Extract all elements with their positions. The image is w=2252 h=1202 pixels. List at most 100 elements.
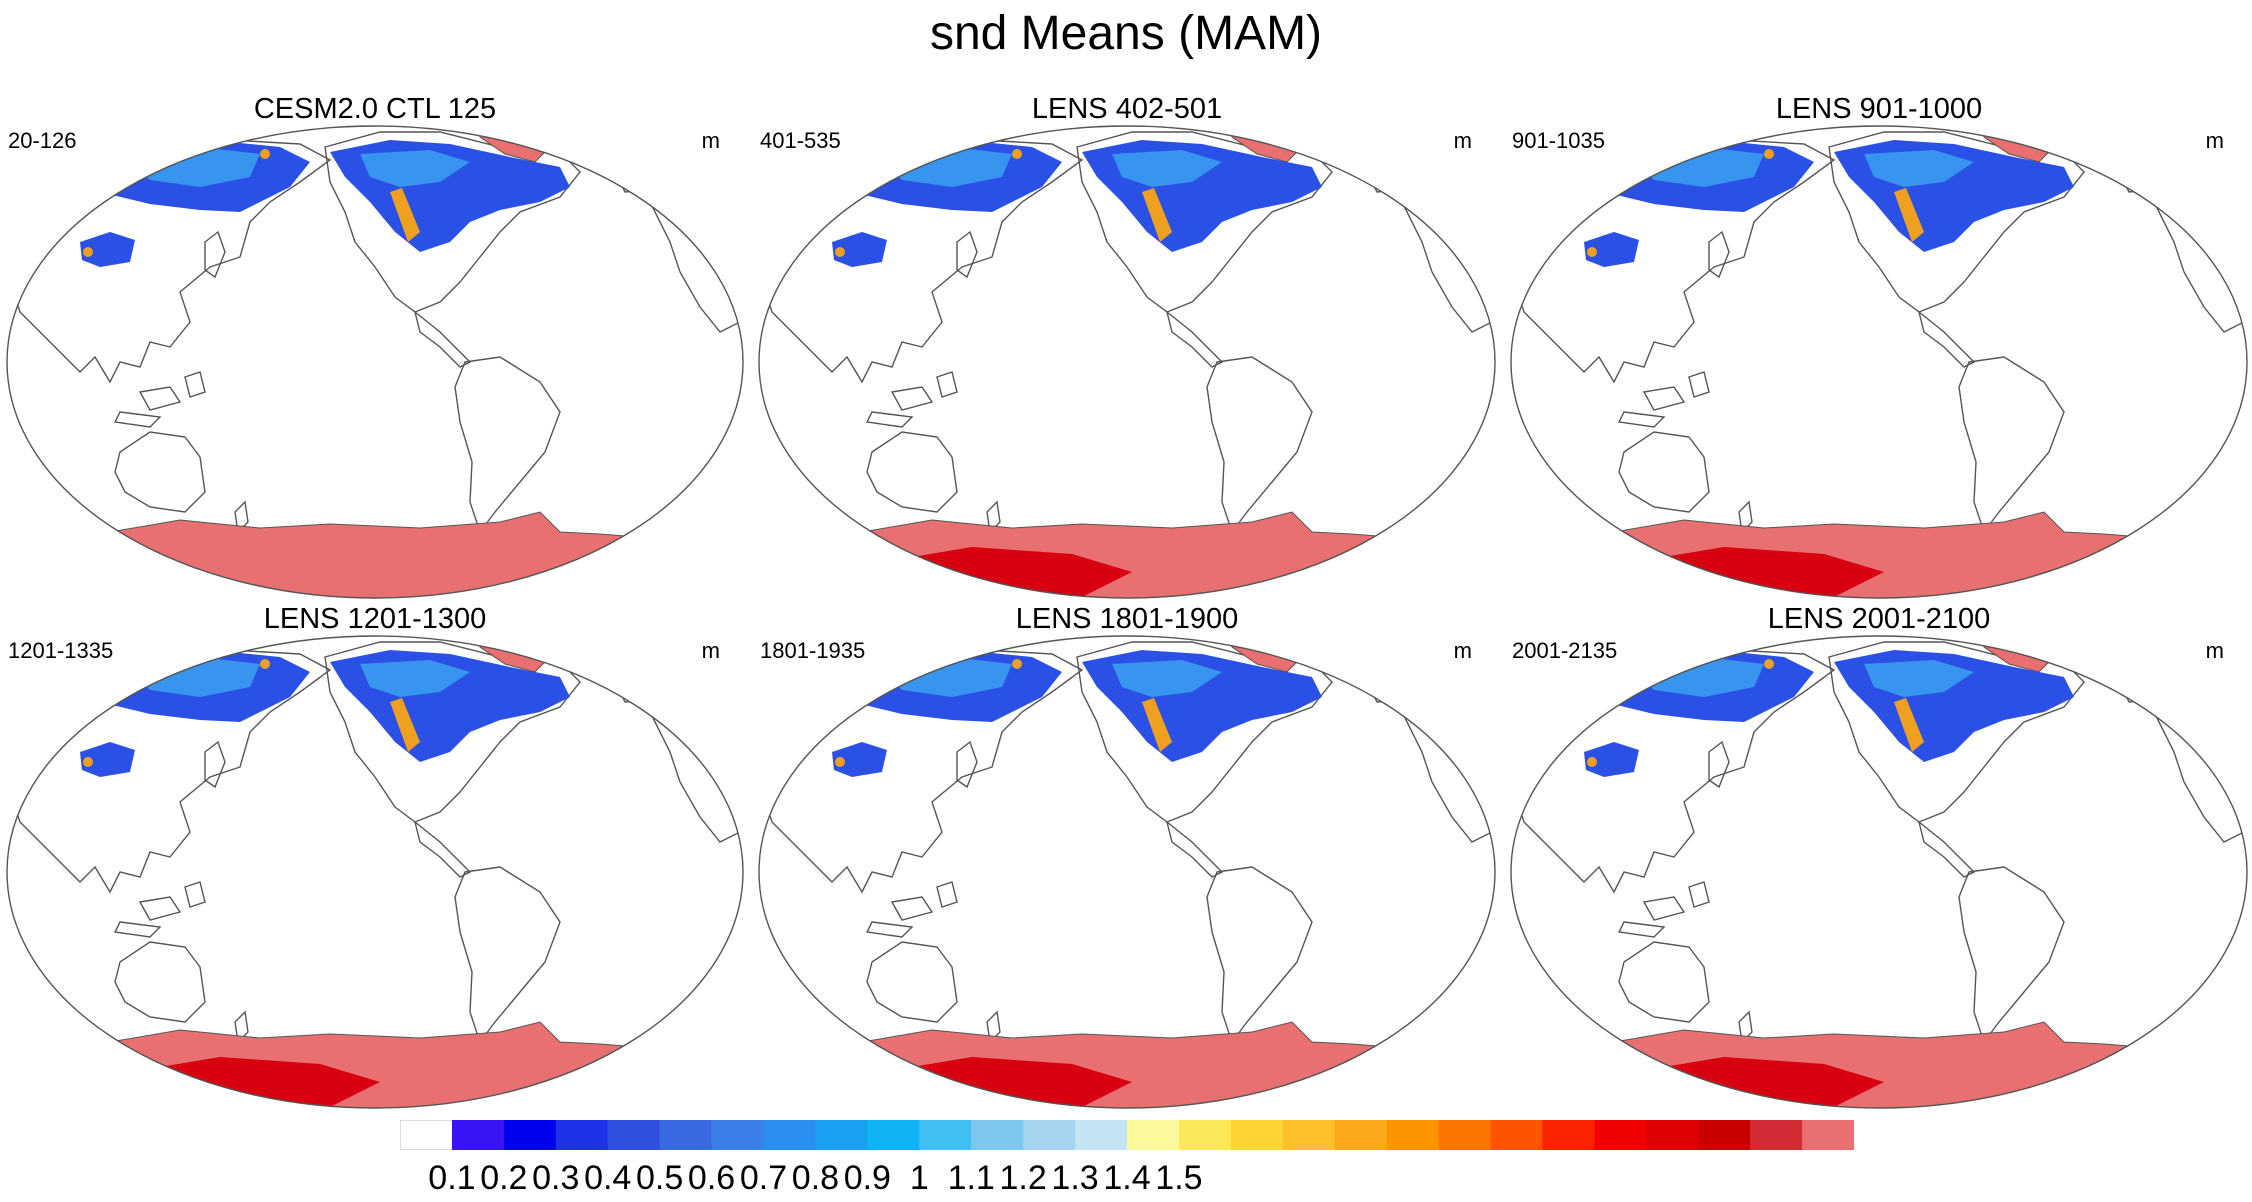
map-boundary [1510,635,2248,1109]
colorbar-swatch [763,1120,816,1150]
colorbar-swatch [971,1120,1024,1150]
snow-canada-interior [1112,150,1222,187]
colorbar-swatch [1646,1120,1699,1150]
colorbar-tick-label: 1.2 [999,1159,1047,1197]
map-boundary [1510,125,2248,599]
japan-coastline [1708,740,1730,789]
world-map [1510,635,2248,1109]
snow-scandinavia [660,662,705,702]
central-america-coastline [1917,820,1976,878]
map-panel: LENS 1801-1900 1801-1935 m [752,602,1502,1112]
map-boundary [6,635,744,1109]
colorbar-swatch [607,1120,661,1150]
colorbar-swatch [711,1120,764,1150]
snow-rockies [390,698,420,752]
panel-data-range: 1201-1335 [8,638,114,663]
snow-tibet [1584,742,1639,777]
snow-peak-siberia [133,671,147,685]
snow-scandinavia [2164,152,2209,192]
japan-coastline [956,230,978,279]
colorbar-tick-label: 0.2 [480,1159,528,1197]
colorbar-tick-label: 1.5 [1155,1159,1203,1197]
panel-units: m [2205,128,2224,153]
central-america-coastline [1917,310,1976,368]
panel-units: m [701,128,720,153]
south-america-coastline [454,356,561,534]
map-panel: CESM2.0 CTL 125 20-126 m [0,92,750,602]
map-panel: LENS 402-501 401-535 m [752,92,1502,602]
colorbar-swatch [1698,1120,1751,1150]
snow-rockies [1894,188,1924,242]
snow-peak-kamchatka [260,659,270,669]
snow-tibet [1584,232,1639,267]
snow-rockies [1142,188,1172,242]
colorbar-tick-label: 0.4 [584,1159,632,1197]
asia-coastline [1513,649,1836,894]
colorbar-swatch [503,1120,557,1150]
indonesia-coastline [865,371,958,428]
snow-peak-siberia [1637,671,1651,685]
indonesia-coastline [1617,371,1710,428]
snow-peak-siberia [885,161,899,175]
panel-data-range: 401-535 [760,128,841,153]
iceland-coastline [618,686,646,703]
snow-canada-interior [1864,660,1974,697]
snow-peak-himalaya [83,757,93,767]
colorbar-tick-label: 0.1 [428,1159,476,1197]
australia-coastline [1618,941,1710,1023]
snow-tibet [832,742,887,777]
iceland-coastline [1370,686,1398,703]
colorbar-swatch [555,1120,609,1150]
map-panel: LENS 1201-1300 1201-1335 m [0,602,750,1112]
snow-tibet [80,742,135,777]
south-america-coastline [1206,866,1313,1044]
panel-title: LENS 1801-1900 [1015,603,1239,635]
asia-coastline [1513,139,1836,384]
panel-data-range: 2001-2135 [1512,638,1618,663]
panel-units: m [2205,638,2224,663]
colorbar-swatch [1023,1120,1076,1150]
colorbar-tick-label: 1.4 [1103,1159,1151,1197]
central-america-coastline [413,310,472,368]
colorbar-swatch [1230,1120,1284,1150]
map-panel: LENS 2001-2100 2001-2135 m [1504,602,2252,1112]
colorbar-swatch [400,1120,453,1150]
australia-coastline [114,941,206,1023]
colorbar [400,1120,1854,1150]
indonesia-coastline [1617,881,1710,938]
snow-rockies [390,188,420,242]
snow-scandinavia [660,152,705,192]
australia-coastline [866,941,958,1023]
panel-title: LENS 402-501 [1031,93,1223,125]
snow-scandinavia [1412,662,1457,702]
colorbar-swatch [1438,1120,1491,1150]
world-map [758,635,1496,1109]
south-america-coastline [454,866,561,1044]
snow-tibet [80,232,135,267]
snow-peak-himalaya [83,247,93,257]
snow-scandinavia [2164,662,2209,702]
colorbar-tick-label: 0.5 [636,1159,684,1197]
snow-peak-kamchatka [1764,659,1774,669]
snow-rockies [1142,698,1172,752]
asia-coastline [761,139,1084,384]
colorbar-swatch [1802,1120,1854,1150]
colorbar-swatch [451,1120,505,1150]
panel-title: LENS 2001-2100 [1767,603,1991,635]
colorbar-swatch [1127,1120,1180,1150]
australia-coastline [866,431,958,513]
japan-coastline [1708,230,1730,279]
japan-coastline [204,230,226,279]
colorbar-swatch [1178,1120,1232,1150]
snow-peak-siberia [133,161,147,175]
colorbar-swatch [867,1120,920,1150]
asia-coastline [9,649,332,894]
indonesia-coastline [865,881,958,938]
japan-coastline [956,740,978,789]
south-america-coastline [1958,356,2065,534]
colorbar-tick-label: 0.9 [843,1159,891,1197]
colorbar-swatch [1386,1120,1440,1150]
colorbar-swatch [659,1120,713,1150]
south-america-coastline [1958,866,2065,1044]
panel-units: m [701,638,720,663]
